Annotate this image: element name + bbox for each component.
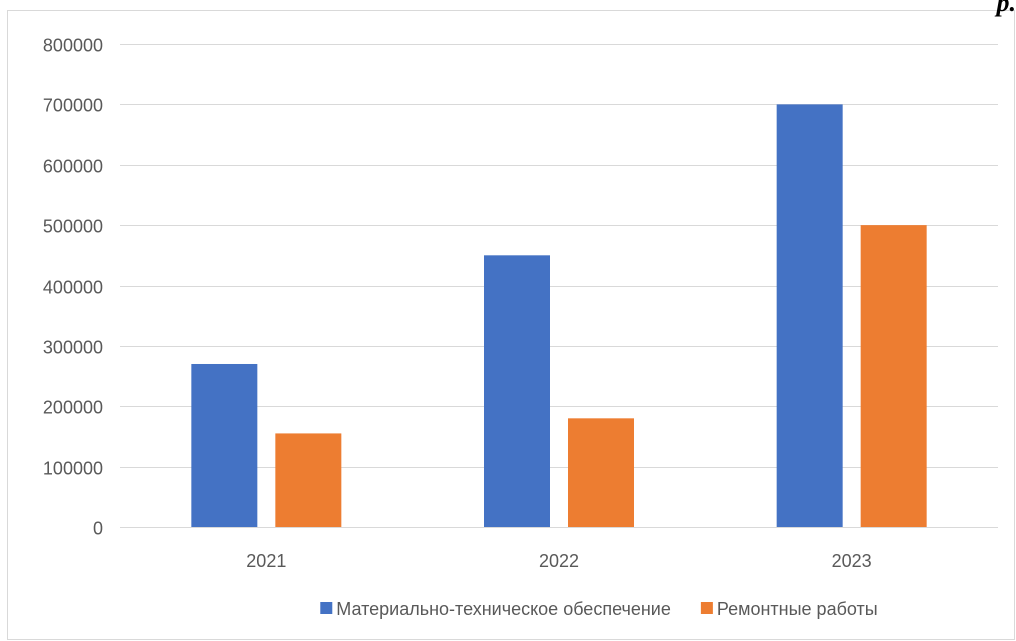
gridlines: [120, 44, 998, 528]
bar-2021-series-2: [275, 433, 342, 527]
y-tick-label: 0: [93, 519, 103, 539]
legend-item: Ремонтные работы: [700, 599, 878, 619]
y-tick-label: 100000: [43, 459, 103, 479]
y-tick-label: 400000: [43, 278, 103, 298]
bar-2023-series-1: [776, 104, 843, 527]
x-tick-label: 2021: [246, 551, 286, 571]
y-tick-label: 800000: [43, 36, 103, 56]
x-tick-label: 2023: [832, 551, 872, 571]
y-tick-label: 700000: [43, 96, 103, 116]
bar-2022-series-2: [568, 418, 634, 527]
y-axis: 0 100000 200000 300000 400000 500000 600000 700…: [43, 36, 103, 539]
y-tick-label: 200000: [43, 398, 103, 418]
y-tick-label: 600000: [43, 157, 103, 177]
bar-2021-series-1: [191, 363, 258, 527]
legend-item: Материально-техническое обеспечение: [320, 599, 671, 619]
x-axis: 2021 2022 2023: [246, 551, 871, 571]
y-tick-label: 300000: [43, 338, 103, 358]
legend-swatch: [700, 602, 713, 614]
y-tick-label: 500000: [43, 217, 103, 237]
legend-label: Материально-техническое обеспечение: [336, 599, 671, 619]
legend-label: Ремонтные работы: [717, 599, 878, 619]
bars: [191, 104, 927, 527]
x-tick-label: 2022: [539, 551, 579, 571]
legend-swatch: [320, 602, 333, 614]
bar-2023-series-2: [860, 225, 927, 527]
bar-2022-series-1: [484, 255, 550, 527]
legend: Материально-техническое обеспечение Ремон…: [320, 599, 878, 619]
corner-text: р.: [996, 0, 1016, 17]
